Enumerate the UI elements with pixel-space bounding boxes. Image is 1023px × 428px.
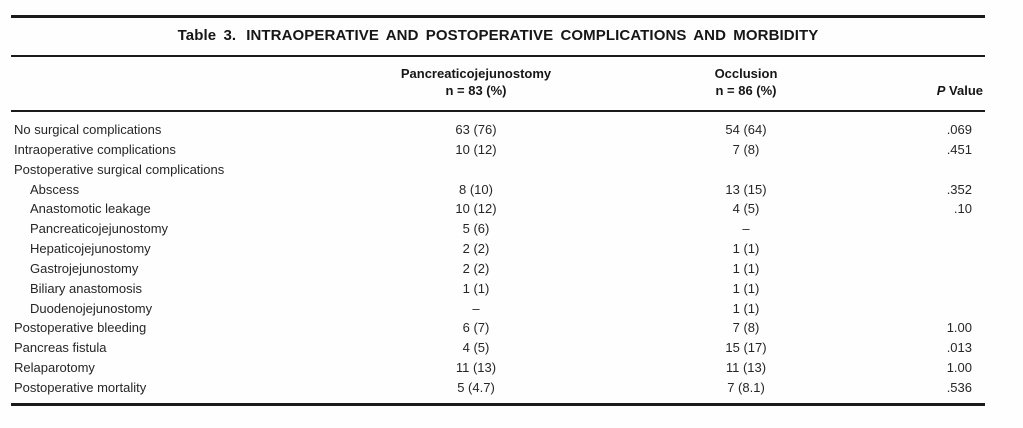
occlusion-value: 7 (8) (732, 320, 760, 336)
occlusion-value: 7 (8) (732, 141, 760, 157)
table-row: Abscess 8 (10) 13 (15) .352 (11, 180, 985, 200)
pancreaticojejunostomy-value: 10 (12) (455, 141, 497, 157)
p-value (906, 259, 985, 279)
p-value (906, 160, 985, 180)
row-label: Abscess (30, 181, 80, 197)
occlusion-value: 11 (13) (725, 360, 767, 376)
row-label: No surgical complications (14, 122, 162, 137)
pancreaticojejunostomy-value: 2 (2) (462, 260, 490, 276)
occlusion-value: 1 (1) (732, 241, 760, 257)
occlusion-value: 13 (15) (725, 181, 767, 197)
header-occlusion: Occlusion n = 86 (%) (586, 57, 906, 112)
row-label: Postoperative bleeding (14, 320, 147, 336)
table-header: Pancreaticojejunostomy n = 83 (%) Occlus… (11, 57, 985, 112)
table-row: Postoperative mortality 5 (4.7) 7 (8.1) … (11, 378, 985, 403)
p-value (906, 219, 985, 239)
p-value: .536 (946, 379, 972, 395)
table-row: Gastrojejunostomy 2 (2) 1 (1) (11, 259, 985, 279)
occlusion-value: 7 (8.1) (727, 379, 765, 395)
table-row: Pancreas fistula 4 (5) 15 (17) .013 (11, 338, 985, 358)
pancreaticojejunostomy-value: 8 (10) (459, 181, 493, 197)
table-caption-label: Table 3. (177, 27, 237, 44)
row-label: Anastomotic leakage (30, 201, 151, 217)
occlusion-value: 1 (1) (732, 280, 760, 296)
table-row: Relaparotomy 11 (13) 11 (13) 1.00 (11, 358, 985, 378)
row-label: Intraoperative complications (14, 141, 176, 157)
row-label: Postoperative surgical complications (14, 161, 225, 177)
row-label: Gastrojejunostomy (30, 260, 139, 276)
header-occ-line1: Occlusion (714, 66, 778, 81)
p-value: .069 (946, 122, 972, 137)
occlusion-value: 1 (1) (732, 260, 760, 276)
pancreaticojejunostomy-value: 1 (1) (462, 280, 490, 296)
occlusion-value: 54 (64) (725, 122, 767, 137)
table-container: Table 3. INTRAOPERATIVE AND POSTOPERATIVE… (11, 0, 985, 406)
p-value: .10 (953, 201, 972, 217)
table-row: No surgical complications 63 (76) 54 (64… (11, 111, 985, 140)
p-value: .451 (946, 141, 972, 157)
occlusion-value: 4 (5) (732, 201, 760, 217)
top-rule (11, 15, 985, 18)
header-pj-line2: n = 83 (%) (445, 82, 507, 98)
p-value (906, 279, 985, 299)
occlusion-value: – (742, 221, 750, 237)
header-empty-cell (11, 57, 366, 112)
row-label: Duodenojejunostomy (30, 300, 153, 316)
p-value (906, 239, 985, 259)
pancreaticojejunostomy-value: 11 (13) (455, 360, 497, 376)
table-row: Anastomotic leakage 10 (12) 4 (5) .10 (11, 199, 985, 219)
row-label: Hepaticojejunostomy (30, 241, 151, 257)
table-caption: Table 3. INTRAOPERATIVE AND POSTOPERATIVE… (11, 18, 985, 55)
row-label: Pancreas fistula (14, 340, 107, 356)
occlusion-value: 1 (1) (732, 300, 760, 316)
header-p-italic: P (936, 82, 946, 98)
table-row: Postoperative bleeding 6 (7) 7 (8) 1.00 (11, 318, 985, 338)
table-body: No surgical complications 63 (76) 54 (64… (11, 111, 985, 403)
header-p-rest: Value (949, 82, 983, 98)
row-label: Postoperative mortality (14, 379, 147, 395)
row-label: Relaparotomy (14, 360, 95, 376)
p-value: .352 (946, 181, 972, 197)
pancreaticojejunostomy-value: 4 (5) (462, 340, 490, 356)
header-row: Pancreaticojejunostomy n = 83 (%) Occlus… (11, 57, 985, 112)
p-value: 1.00 (946, 320, 972, 336)
header-pancreaticojejunostomy: Pancreaticojejunostomy n = 83 (%) (366, 57, 586, 112)
occlusion-value (586, 160, 906, 180)
pancreaticojejunostomy-value: 5 (6) (462, 221, 490, 237)
table-row: Hepaticojejunostomy 2 (2) 1 (1) (11, 239, 985, 259)
row-label: Pancreaticojejunostomy (30, 221, 169, 237)
table-row: Biliary anastomosis 1 (1) 1 (1) (11, 279, 985, 299)
header-p-value: P Value (906, 57, 985, 112)
table-row: Duodenojejunostomy – 1 (1) (11, 299, 985, 319)
p-value: .013 (946, 340, 972, 356)
occlusion-value: 15 (17) (725, 340, 767, 356)
p-value: 1.00 (946, 360, 972, 376)
header-pj-line1: Pancreaticojejunostomy (400, 66, 552, 81)
pancreaticojejunostomy-value: – (472, 300, 480, 316)
table-row: Intraoperative complications 10 (12) 7 (… (11, 140, 985, 160)
pancreaticojejunostomy-value: 2 (2) (462, 241, 490, 257)
table-row: Postoperative surgical complications (11, 160, 985, 180)
p-value (906, 299, 985, 319)
pancreaticojejunostomy-value: 5 (4.7) (457, 379, 495, 395)
pancreaticojejunostomy-value: 10 (12) (455, 201, 497, 217)
header-occ-line2: n = 86 (%) (715, 82, 777, 98)
pancreaticojejunostomy-value: 63 (76) (455, 122, 497, 137)
table-caption-title: INTRAOPERATIVE AND POSTOPERATIVE COMPLIC… (246, 27, 819, 44)
row-label: Biliary anastomosis (30, 280, 142, 296)
complications-table: Pancreaticojejunostomy n = 83 (%) Occlus… (11, 57, 985, 403)
caption-divider-rule (11, 55, 985, 57)
pancreaticojejunostomy-value (366, 160, 586, 180)
bottom-rule (11, 402, 985, 406)
pancreaticojejunostomy-value: 6 (7) (462, 320, 490, 336)
table-row: Pancreaticojejunostomy 5 (6) – (11, 219, 985, 239)
